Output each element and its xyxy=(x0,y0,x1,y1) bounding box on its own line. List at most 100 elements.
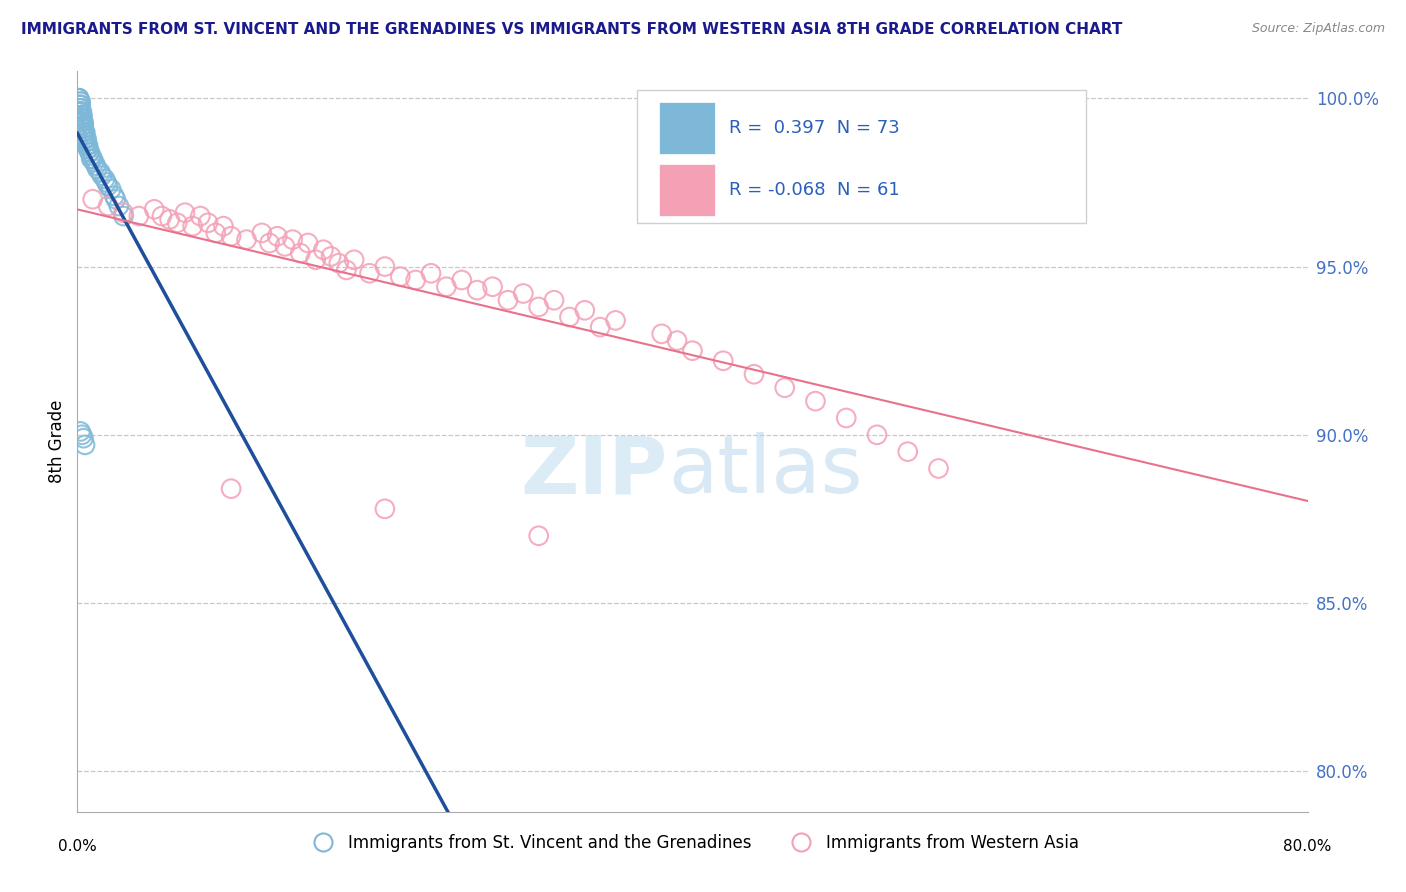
Point xyxy=(72,118,94,132)
Point xyxy=(219,229,242,244)
Point xyxy=(259,235,281,250)
Point xyxy=(80,148,103,162)
Point xyxy=(212,219,235,234)
Point xyxy=(67,91,90,105)
Point xyxy=(70,108,93,122)
Point xyxy=(69,425,91,439)
Point xyxy=(181,219,204,234)
Point xyxy=(73,125,96,139)
Point xyxy=(70,112,93,126)
Point xyxy=(219,482,242,496)
Point xyxy=(174,205,197,219)
Point xyxy=(69,102,91,116)
Point xyxy=(742,368,765,382)
Point xyxy=(274,239,297,253)
Point xyxy=(86,161,108,176)
Point xyxy=(76,131,98,145)
Point xyxy=(359,266,381,280)
Point xyxy=(70,112,93,126)
Point xyxy=(70,108,93,122)
Point xyxy=(73,125,96,139)
Point xyxy=(481,279,503,293)
Point xyxy=(69,102,91,116)
Y-axis label: 8th Grade: 8th Grade xyxy=(48,400,66,483)
Point xyxy=(73,128,96,143)
Point xyxy=(70,112,93,126)
Point xyxy=(72,125,94,139)
FancyBboxPatch shape xyxy=(659,103,714,154)
Text: IMMIGRANTS FROM ST. VINCENT AND THE GRENADINES VS IMMIGRANTS FROM WESTERN ASIA 8: IMMIGRANTS FROM ST. VINCENT AND THE GREN… xyxy=(21,22,1122,37)
Point xyxy=(77,142,100,156)
Point xyxy=(82,192,104,206)
Point xyxy=(72,115,94,129)
Point xyxy=(69,95,91,109)
Point xyxy=(79,145,101,160)
Point xyxy=(319,250,342,264)
Point xyxy=(574,303,596,318)
Point xyxy=(73,438,96,452)
Point xyxy=(77,138,100,153)
Point xyxy=(897,444,920,458)
Point xyxy=(405,273,427,287)
Point xyxy=(389,269,412,284)
Point xyxy=(67,91,90,105)
Point xyxy=(69,104,91,119)
Point xyxy=(73,131,96,145)
Point xyxy=(281,233,304,247)
Point xyxy=(69,98,91,112)
Text: R =  0.397  N = 73: R = 0.397 N = 73 xyxy=(730,120,900,137)
Point xyxy=(335,263,357,277)
Point xyxy=(912,189,935,203)
Point xyxy=(70,115,93,129)
Point xyxy=(250,226,273,240)
Point xyxy=(266,229,288,244)
Legend: Immigrants from St. Vincent and the Grenadines, Immigrants from Western Asia: Immigrants from St. Vincent and the Gren… xyxy=(299,828,1085,859)
Text: 0.0%: 0.0% xyxy=(58,839,97,855)
Point xyxy=(97,178,120,193)
Point xyxy=(84,159,107,173)
Point xyxy=(188,209,212,223)
Point xyxy=(436,279,458,293)
Point xyxy=(96,176,118,190)
Point xyxy=(103,189,125,203)
Point xyxy=(465,283,488,297)
Point xyxy=(79,145,101,160)
Point xyxy=(69,102,91,116)
Point xyxy=(835,411,858,425)
Text: 80.0%: 80.0% xyxy=(1284,839,1331,855)
Text: ZIP: ZIP xyxy=(520,432,668,510)
Point xyxy=(374,260,396,274)
Point xyxy=(343,252,366,267)
Point xyxy=(128,209,150,223)
Point xyxy=(512,286,534,301)
Point xyxy=(143,202,166,217)
Point xyxy=(72,121,94,136)
Point xyxy=(67,91,90,105)
Point xyxy=(290,246,312,260)
Point xyxy=(94,172,117,186)
Point xyxy=(83,155,105,169)
Point xyxy=(80,152,103,166)
FancyBboxPatch shape xyxy=(637,90,1087,223)
Point xyxy=(312,243,335,257)
Point xyxy=(69,98,91,112)
Point xyxy=(711,353,734,368)
Point xyxy=(76,135,98,149)
Point xyxy=(72,431,94,445)
Point xyxy=(666,334,689,348)
Point xyxy=(527,300,550,314)
Point xyxy=(297,235,319,250)
Point xyxy=(89,165,111,179)
Point xyxy=(420,266,443,280)
Point xyxy=(90,169,114,183)
Point xyxy=(496,293,519,308)
Point xyxy=(159,212,181,227)
Point xyxy=(558,310,581,324)
Point xyxy=(605,313,627,327)
Point xyxy=(166,216,188,230)
Point xyxy=(100,182,122,196)
Point xyxy=(543,293,565,308)
Point xyxy=(70,112,93,126)
Point xyxy=(804,394,827,409)
Point xyxy=(589,320,612,334)
